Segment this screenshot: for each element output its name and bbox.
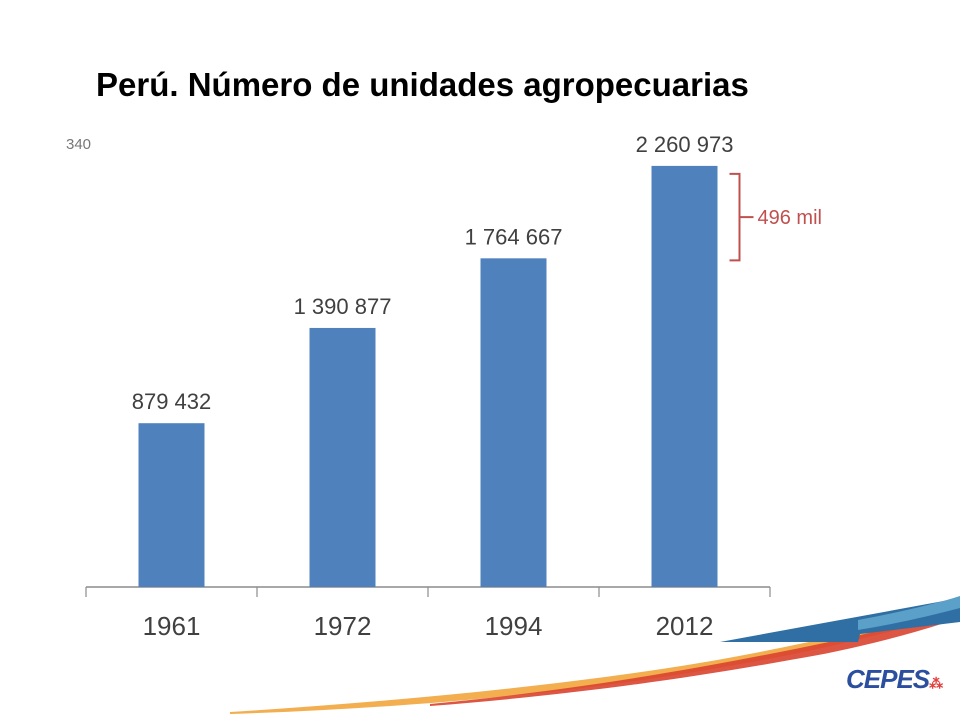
- data-label-2012: 2 260 973: [636, 132, 734, 157]
- category-label-1961: 1961: [143, 611, 201, 641]
- difference-bracket: [729, 172, 741, 262]
- y-axis-tick-fragment: 340: [66, 136, 92, 153]
- slide-title: Perú. Número de unidades agropecuarias: [96, 66, 749, 103]
- bar-1972: [309, 327, 376, 587]
- logo-people-icon: ⁂: [929, 675, 943, 691]
- logo-text: CEPES: [846, 664, 930, 694]
- bar-1961: [138, 423, 205, 587]
- bar-1994: [480, 258, 547, 587]
- category-label-1994: 1994: [485, 611, 543, 641]
- decorative-swoosh: [230, 596, 960, 714]
- difference-annotation-label: 496 mil: [758, 207, 822, 229]
- swoosh-blue: [720, 598, 960, 642]
- category-label-1972: 1972: [314, 611, 372, 641]
- bar-2012: [651, 165, 718, 587]
- data-label-1961: 879 432: [132, 389, 212, 414]
- data-label-1972: 1 390 877: [294, 294, 392, 319]
- data-label-1994: 1 764 667: [465, 224, 563, 249]
- plot-area: 879 432 1961 1 390 877 1972 1 764 667 1994 2 2…: [85, 132, 822, 641]
- category-label-2012: 2012: [656, 611, 714, 641]
- cepes-logo: CEPES⁂: [846, 664, 943, 695]
- swoosh-light-blue: [858, 596, 960, 630]
